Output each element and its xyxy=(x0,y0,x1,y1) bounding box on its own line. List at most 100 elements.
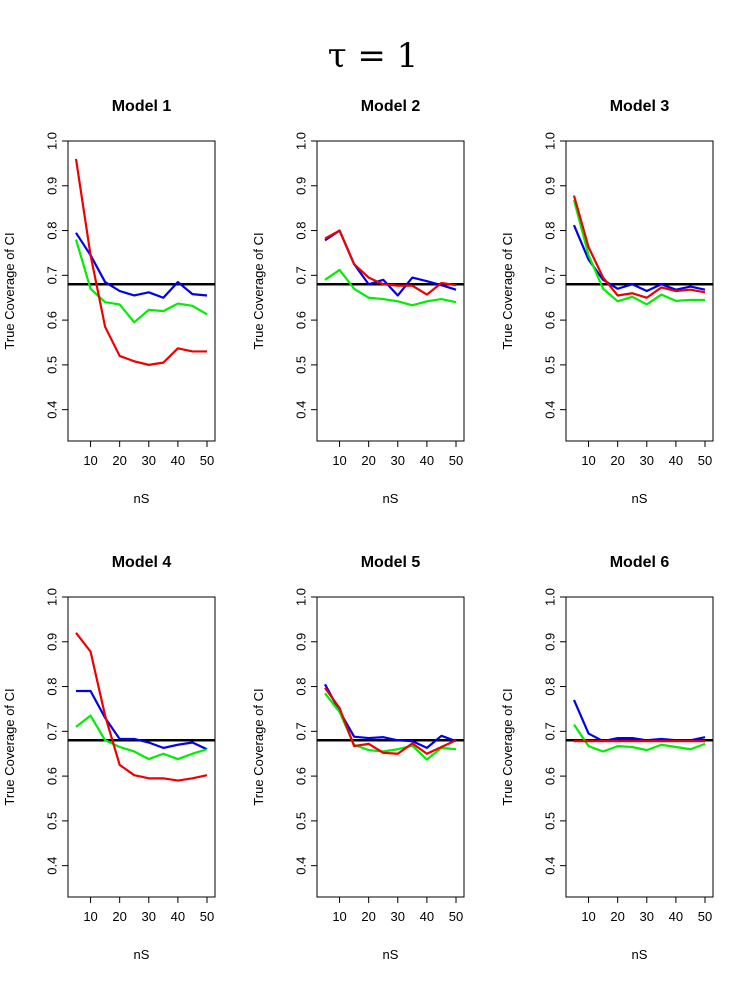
y-tick-label: 0.8 xyxy=(543,222,558,240)
panel-model-2: Model 2 0.4 0.5 0.6 0.7 0.8 0.9 1.0 10 20 30 40 50 nS… xyxy=(251,98,465,506)
y-tick-label: 0.7 xyxy=(543,266,558,284)
plot-frame xyxy=(565,596,714,898)
plot-frame xyxy=(316,596,465,898)
x-tick-label: 50 xyxy=(449,453,463,468)
y-tick-label: 0.9 xyxy=(45,177,60,195)
x-tick-label: 30 xyxy=(391,909,405,924)
y-axis-label: True Coverage of CI xyxy=(2,688,17,805)
series-line-3 xyxy=(324,687,457,755)
panel-title: Model 4 xyxy=(112,554,172,571)
x-tick-label: 20 xyxy=(610,453,624,468)
x-tick-label: 10 xyxy=(581,453,595,468)
x-axis-label: nS xyxy=(383,947,399,962)
y-tick-label: 0.7 xyxy=(543,722,558,740)
x-tick-label: 50 xyxy=(200,453,214,468)
x-tick-label: 50 xyxy=(200,909,214,924)
panel-model-6: Model 6 0.4 0.5 0.6 0.7 0.8 0.9 1.0 10 20 30 40 50 nS… xyxy=(500,554,714,962)
series-line-2 xyxy=(324,268,457,307)
y-axis-label: True Coverage of CI xyxy=(2,232,17,349)
y-tick-label: 0.4 xyxy=(543,401,558,419)
panel-title: Model 2 xyxy=(361,98,421,115)
x-tick-label: 40 xyxy=(420,453,434,468)
series-line-1 xyxy=(572,699,706,743)
x-axis-label: nS xyxy=(134,491,150,506)
y-axis-label: True Coverage of CI xyxy=(251,232,266,349)
y-tick-label: 0.9 xyxy=(294,633,309,651)
x-tick-label: 20 xyxy=(112,909,126,924)
y-tick-label: 1.0 xyxy=(45,132,60,150)
y-tick-label: 0.5 xyxy=(294,356,309,374)
x-tick-label: 20 xyxy=(112,453,126,468)
x-tick-label: 40 xyxy=(171,909,185,924)
x-tick-label: 50 xyxy=(698,453,712,468)
x-tick-label: 40 xyxy=(669,909,683,924)
figure-suptitle: τ = 1 xyxy=(328,36,419,76)
y-tick-label: 0.5 xyxy=(543,356,558,374)
series-line-1 xyxy=(324,683,457,750)
x-tick-label: 50 xyxy=(449,909,463,924)
series-line-2 xyxy=(75,714,208,761)
y-tick-label: 0.7 xyxy=(294,722,309,740)
y-tick-label: 0.8 xyxy=(294,678,309,696)
y-tick-label: 0.5 xyxy=(294,812,309,830)
x-axis-label: nS xyxy=(632,947,648,962)
series-line-3 xyxy=(324,229,457,296)
y-tick-label: 0.9 xyxy=(45,633,60,651)
y-tick-label: 0.4 xyxy=(45,857,60,875)
y-tick-label: 0.6 xyxy=(543,311,558,329)
y-tick-label: 0.5 xyxy=(45,812,60,830)
x-tick-label: 30 xyxy=(640,453,654,468)
y-tick-label: 1.0 xyxy=(294,588,309,606)
y-axis-label: True Coverage of CI xyxy=(251,688,266,805)
panels: Model 1 0.4 0.5 0.6 0.7 0.8 0.9 1.0 10 20 30 40 50 nS… xyxy=(2,98,714,962)
series-line-3 xyxy=(75,632,208,782)
y-axis-label: True Coverage of CI xyxy=(500,688,515,805)
x-tick-label: 10 xyxy=(83,909,97,924)
panel-model-3: Model 3 0.4 0.5 0.6 0.7 0.8 0.9 1.0 10 20 30 40 50 nS… xyxy=(500,98,714,506)
series-line-3 xyxy=(74,158,207,366)
x-tick-label: 10 xyxy=(581,909,595,924)
x-axis-label: nS xyxy=(383,491,399,506)
y-tick-label: 0.4 xyxy=(294,857,309,875)
series-line-2 xyxy=(573,723,706,753)
panel-title: Model 3 xyxy=(610,98,670,115)
y-tick-label: 0.6 xyxy=(45,311,60,329)
y-axis-label: True Coverage of CI xyxy=(500,232,515,349)
series-line-1 xyxy=(76,689,208,751)
y-tick-label: 0.8 xyxy=(45,222,60,240)
x-tick-label: 30 xyxy=(142,453,156,468)
y-tick-label: 0.9 xyxy=(294,177,309,195)
y-tick-label: 0.9 xyxy=(543,177,558,195)
y-tick-label: 0.8 xyxy=(543,678,558,696)
y-tick-label: 0.6 xyxy=(45,767,60,785)
panel-title: Model 5 xyxy=(361,554,421,571)
plot-frame xyxy=(316,140,465,442)
x-axis-label: nS xyxy=(632,491,648,506)
x-tick-label: 40 xyxy=(420,909,434,924)
x-tick-label: 20 xyxy=(361,909,375,924)
plot-frame xyxy=(67,596,216,898)
x-tick-label: 30 xyxy=(640,909,654,924)
x-tick-label: 40 xyxy=(669,453,683,468)
y-tick-label: 1.0 xyxy=(45,588,60,606)
panel-title: Model 1 xyxy=(112,98,172,115)
x-tick-label: 10 xyxy=(83,453,97,468)
x-tick-label: 20 xyxy=(610,909,624,924)
x-tick-label: 30 xyxy=(391,453,405,468)
series-line-3 xyxy=(572,195,706,299)
series-line-2 xyxy=(572,199,705,306)
plot-frame xyxy=(67,140,216,442)
y-tick-label: 0.9 xyxy=(543,633,558,651)
y-tick-label: 1.0 xyxy=(543,132,558,150)
x-tick-label: 10 xyxy=(332,909,346,924)
panel-model-4: Model 4 0.4 0.5 0.6 0.7 0.8 0.9 1.0 10 20 30 40 50 nS… xyxy=(2,554,216,962)
series-line-1 xyxy=(75,232,208,299)
y-tick-label: 0.6 xyxy=(294,311,309,329)
plot-frame xyxy=(565,140,714,442)
panel-model-1: Model 1 0.4 0.5 0.6 0.7 0.8 0.9 1.0 10 20 30 40 50 nS… xyxy=(2,98,216,506)
y-tick-label: 0.5 xyxy=(543,812,558,830)
y-tick-label: 0.4 xyxy=(45,401,60,419)
y-tick-label: 0.6 xyxy=(543,767,558,785)
y-tick-label: 1.0 xyxy=(294,132,309,150)
